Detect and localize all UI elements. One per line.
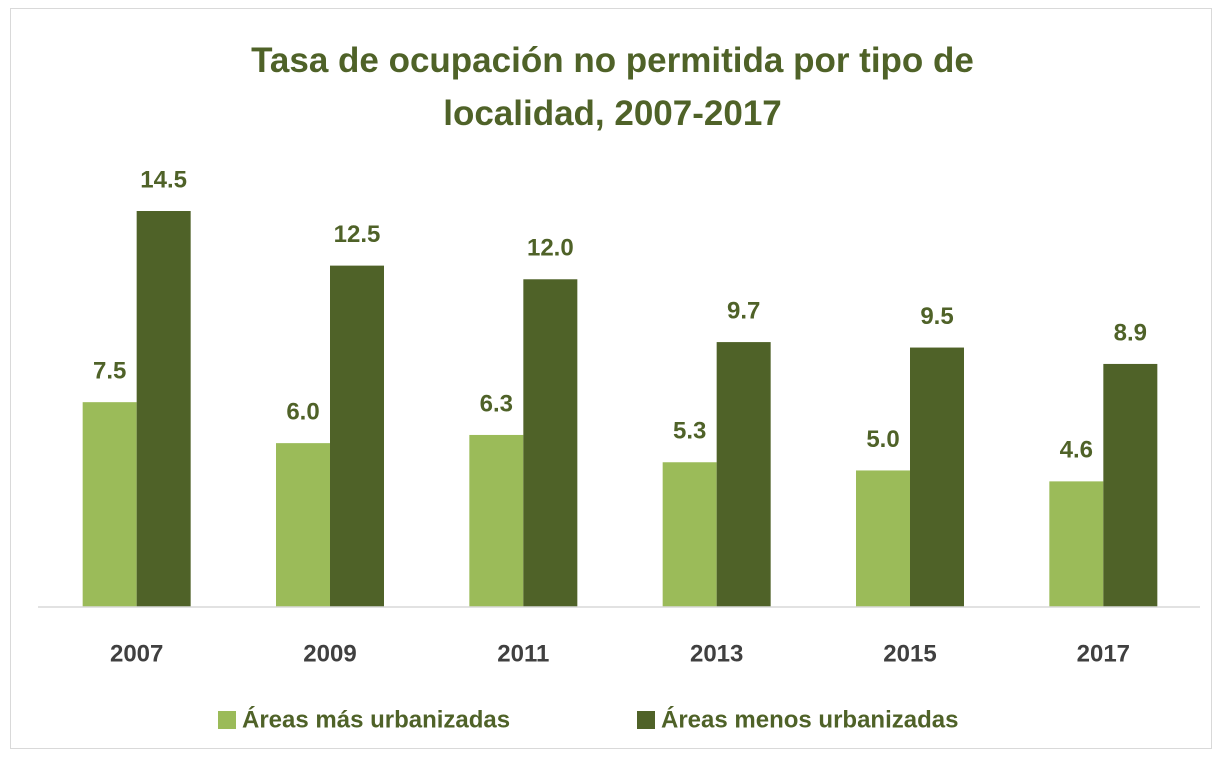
bar <box>662 462 717 607</box>
x-tick-label: 2007 <box>110 640 163 667</box>
chart-frame <box>10 8 1212 749</box>
data-label: 5.0 <box>866 426 899 453</box>
data-label: 7.5 <box>93 358 126 385</box>
legend-swatch <box>218 711 236 729</box>
legend-label: Áreas menos urbanizadas <box>661 705 958 733</box>
x-tick-label: 2013 <box>690 640 743 667</box>
data-label: 8.9 <box>1114 319 1147 346</box>
bar <box>469 434 524 607</box>
bar <box>136 211 191 607</box>
bar <box>856 470 910 607</box>
x-tick-label: 2017 <box>1077 640 1130 667</box>
data-label: 6.0 <box>286 398 319 425</box>
bar <box>910 347 964 607</box>
data-label: 4.6 <box>1060 437 1093 464</box>
data-label: 9.7 <box>727 297 760 324</box>
data-label: 9.5 <box>920 303 953 330</box>
bar <box>1103 363 1158 607</box>
bar <box>276 443 330 607</box>
x-tick-label: 2011 <box>497 640 549 667</box>
data-label: 12.5 <box>334 221 381 248</box>
bar <box>330 265 384 607</box>
data-label: 14.5 <box>140 166 187 193</box>
x-tick-label: 2015 <box>883 640 936 667</box>
chart-title: Tasa de ocupación no permitida por tipo … <box>251 41 974 133</box>
bar <box>523 279 578 607</box>
legend-label: Áreas más urbanizadas <box>242 705 510 733</box>
legend-swatch <box>637 711 655 729</box>
bar <box>82 402 137 607</box>
x-tick-label: 2009 <box>303 640 356 667</box>
bar <box>1049 481 1104 607</box>
data-label: 12.0 <box>527 235 574 262</box>
data-label: 6.3 <box>480 390 513 417</box>
bar <box>716 342 771 607</box>
data-label: 5.3 <box>673 418 706 445</box>
